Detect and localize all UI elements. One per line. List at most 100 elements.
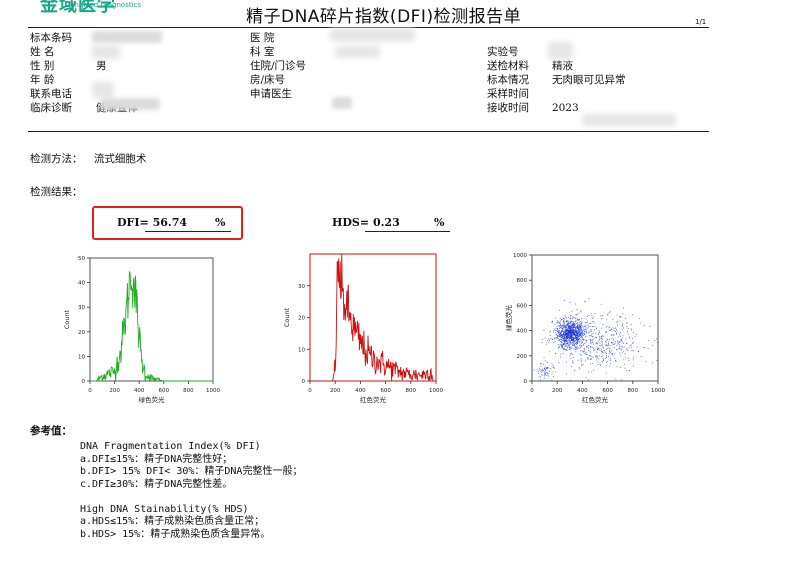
scatter-point xyxy=(569,330,571,331)
scatter-point xyxy=(615,331,616,332)
scatter-point xyxy=(601,355,603,357)
scatter-point xyxy=(630,347,632,349)
scatter-point xyxy=(636,346,638,348)
scatter-point xyxy=(567,333,569,335)
scatter-point xyxy=(611,350,613,352)
scatter-point xyxy=(568,327,570,329)
scatter-point xyxy=(587,357,589,359)
scatter-point xyxy=(559,339,560,341)
scatter-point xyxy=(571,340,573,342)
scatter-point xyxy=(568,345,570,347)
scatter-point xyxy=(623,327,624,329)
scatter-point xyxy=(632,342,633,344)
scatter-point xyxy=(577,338,579,340)
scatter-point xyxy=(609,329,611,331)
scatter-point xyxy=(574,324,576,326)
scatter-point xyxy=(570,320,572,322)
scatter-point xyxy=(576,335,578,337)
scatter-point xyxy=(576,332,577,333)
scatter-point xyxy=(569,341,571,342)
scatter-point xyxy=(567,324,569,326)
scatter-point xyxy=(616,333,617,335)
scatter-point xyxy=(601,345,603,347)
scatter-point xyxy=(612,319,614,320)
scatter-point xyxy=(548,371,550,372)
scatter-point xyxy=(562,335,563,337)
scatter-point xyxy=(606,348,607,350)
scatter-point xyxy=(573,331,575,333)
scatter-point xyxy=(570,331,571,333)
x-tick-label: 1000 xyxy=(651,388,665,394)
scatter-point xyxy=(577,337,579,339)
scatter-point xyxy=(563,348,565,350)
scatter-point xyxy=(562,346,564,348)
scatter-point xyxy=(568,331,570,333)
scatter-point xyxy=(540,365,542,367)
scatter-point xyxy=(557,328,558,329)
scatter-point xyxy=(611,353,613,355)
scatter-point xyxy=(563,338,565,339)
scatter-point xyxy=(605,357,607,359)
scatter-point xyxy=(565,334,567,336)
scatter-point xyxy=(577,332,579,334)
scatter-point xyxy=(598,347,600,349)
scatter-point xyxy=(563,321,564,322)
scatter-point xyxy=(596,337,597,338)
scatter-point xyxy=(584,331,586,332)
scatter-point xyxy=(560,331,562,333)
scatter-point xyxy=(609,350,611,352)
scatter-point xyxy=(618,347,620,349)
scatter-point xyxy=(572,362,574,364)
scatter-point xyxy=(549,331,550,333)
scatter-point xyxy=(579,332,580,334)
scatter-point xyxy=(580,330,582,332)
scatter-point xyxy=(574,340,576,342)
scatter-point xyxy=(566,337,567,339)
report-title: 精子DNA碎片指数(DFI)检测报告单 xyxy=(246,7,522,27)
scatter-point xyxy=(582,339,584,340)
scatter-point xyxy=(597,355,598,357)
scatter-point xyxy=(573,326,575,328)
scatter-point xyxy=(572,322,574,323)
scatter-point xyxy=(571,339,573,340)
scatter-point xyxy=(608,347,610,349)
scatter-point xyxy=(563,338,565,340)
scatter-point xyxy=(597,348,598,350)
scatter-point xyxy=(568,335,570,336)
scatter-point xyxy=(656,360,658,361)
scatter-point xyxy=(582,351,584,353)
scatter-point xyxy=(575,338,577,340)
scatter-point xyxy=(563,344,565,346)
scatter-point xyxy=(573,344,575,346)
value-received-time: 2023 xyxy=(552,102,579,114)
scatter-point xyxy=(561,339,563,341)
scatter-point xyxy=(609,351,611,352)
scatter-point xyxy=(570,330,572,331)
scatter-point xyxy=(565,332,567,334)
scatter-point xyxy=(573,332,575,334)
scatter-point xyxy=(602,343,604,345)
scatter-point xyxy=(635,333,637,335)
scatter-point xyxy=(572,331,574,333)
scatter-point xyxy=(564,335,566,337)
scatter-point xyxy=(566,335,568,337)
scatter-point xyxy=(569,336,571,338)
scatter-point xyxy=(580,350,582,352)
scatter-point xyxy=(561,319,563,320)
x-axis-label: 红色荧光 xyxy=(582,395,609,404)
scatter-point xyxy=(570,340,572,342)
scatter-point xyxy=(573,331,574,333)
reference-line: a.HDS≤15%：精子成熟染色质含量正常； xyxy=(80,516,265,527)
scatter-point xyxy=(569,341,571,343)
scatter-point xyxy=(566,331,568,333)
scatter-point xyxy=(575,337,577,339)
scatter-point xyxy=(572,329,574,331)
scatter-point xyxy=(580,321,581,322)
scatter-point xyxy=(608,341,610,343)
scatter-point xyxy=(567,341,569,343)
redacted-lab-no xyxy=(548,42,573,60)
scatter-point xyxy=(630,345,632,347)
result-label: 检测结果： xyxy=(30,186,83,198)
scatter-point xyxy=(569,326,571,328)
scatter-point xyxy=(598,355,600,357)
